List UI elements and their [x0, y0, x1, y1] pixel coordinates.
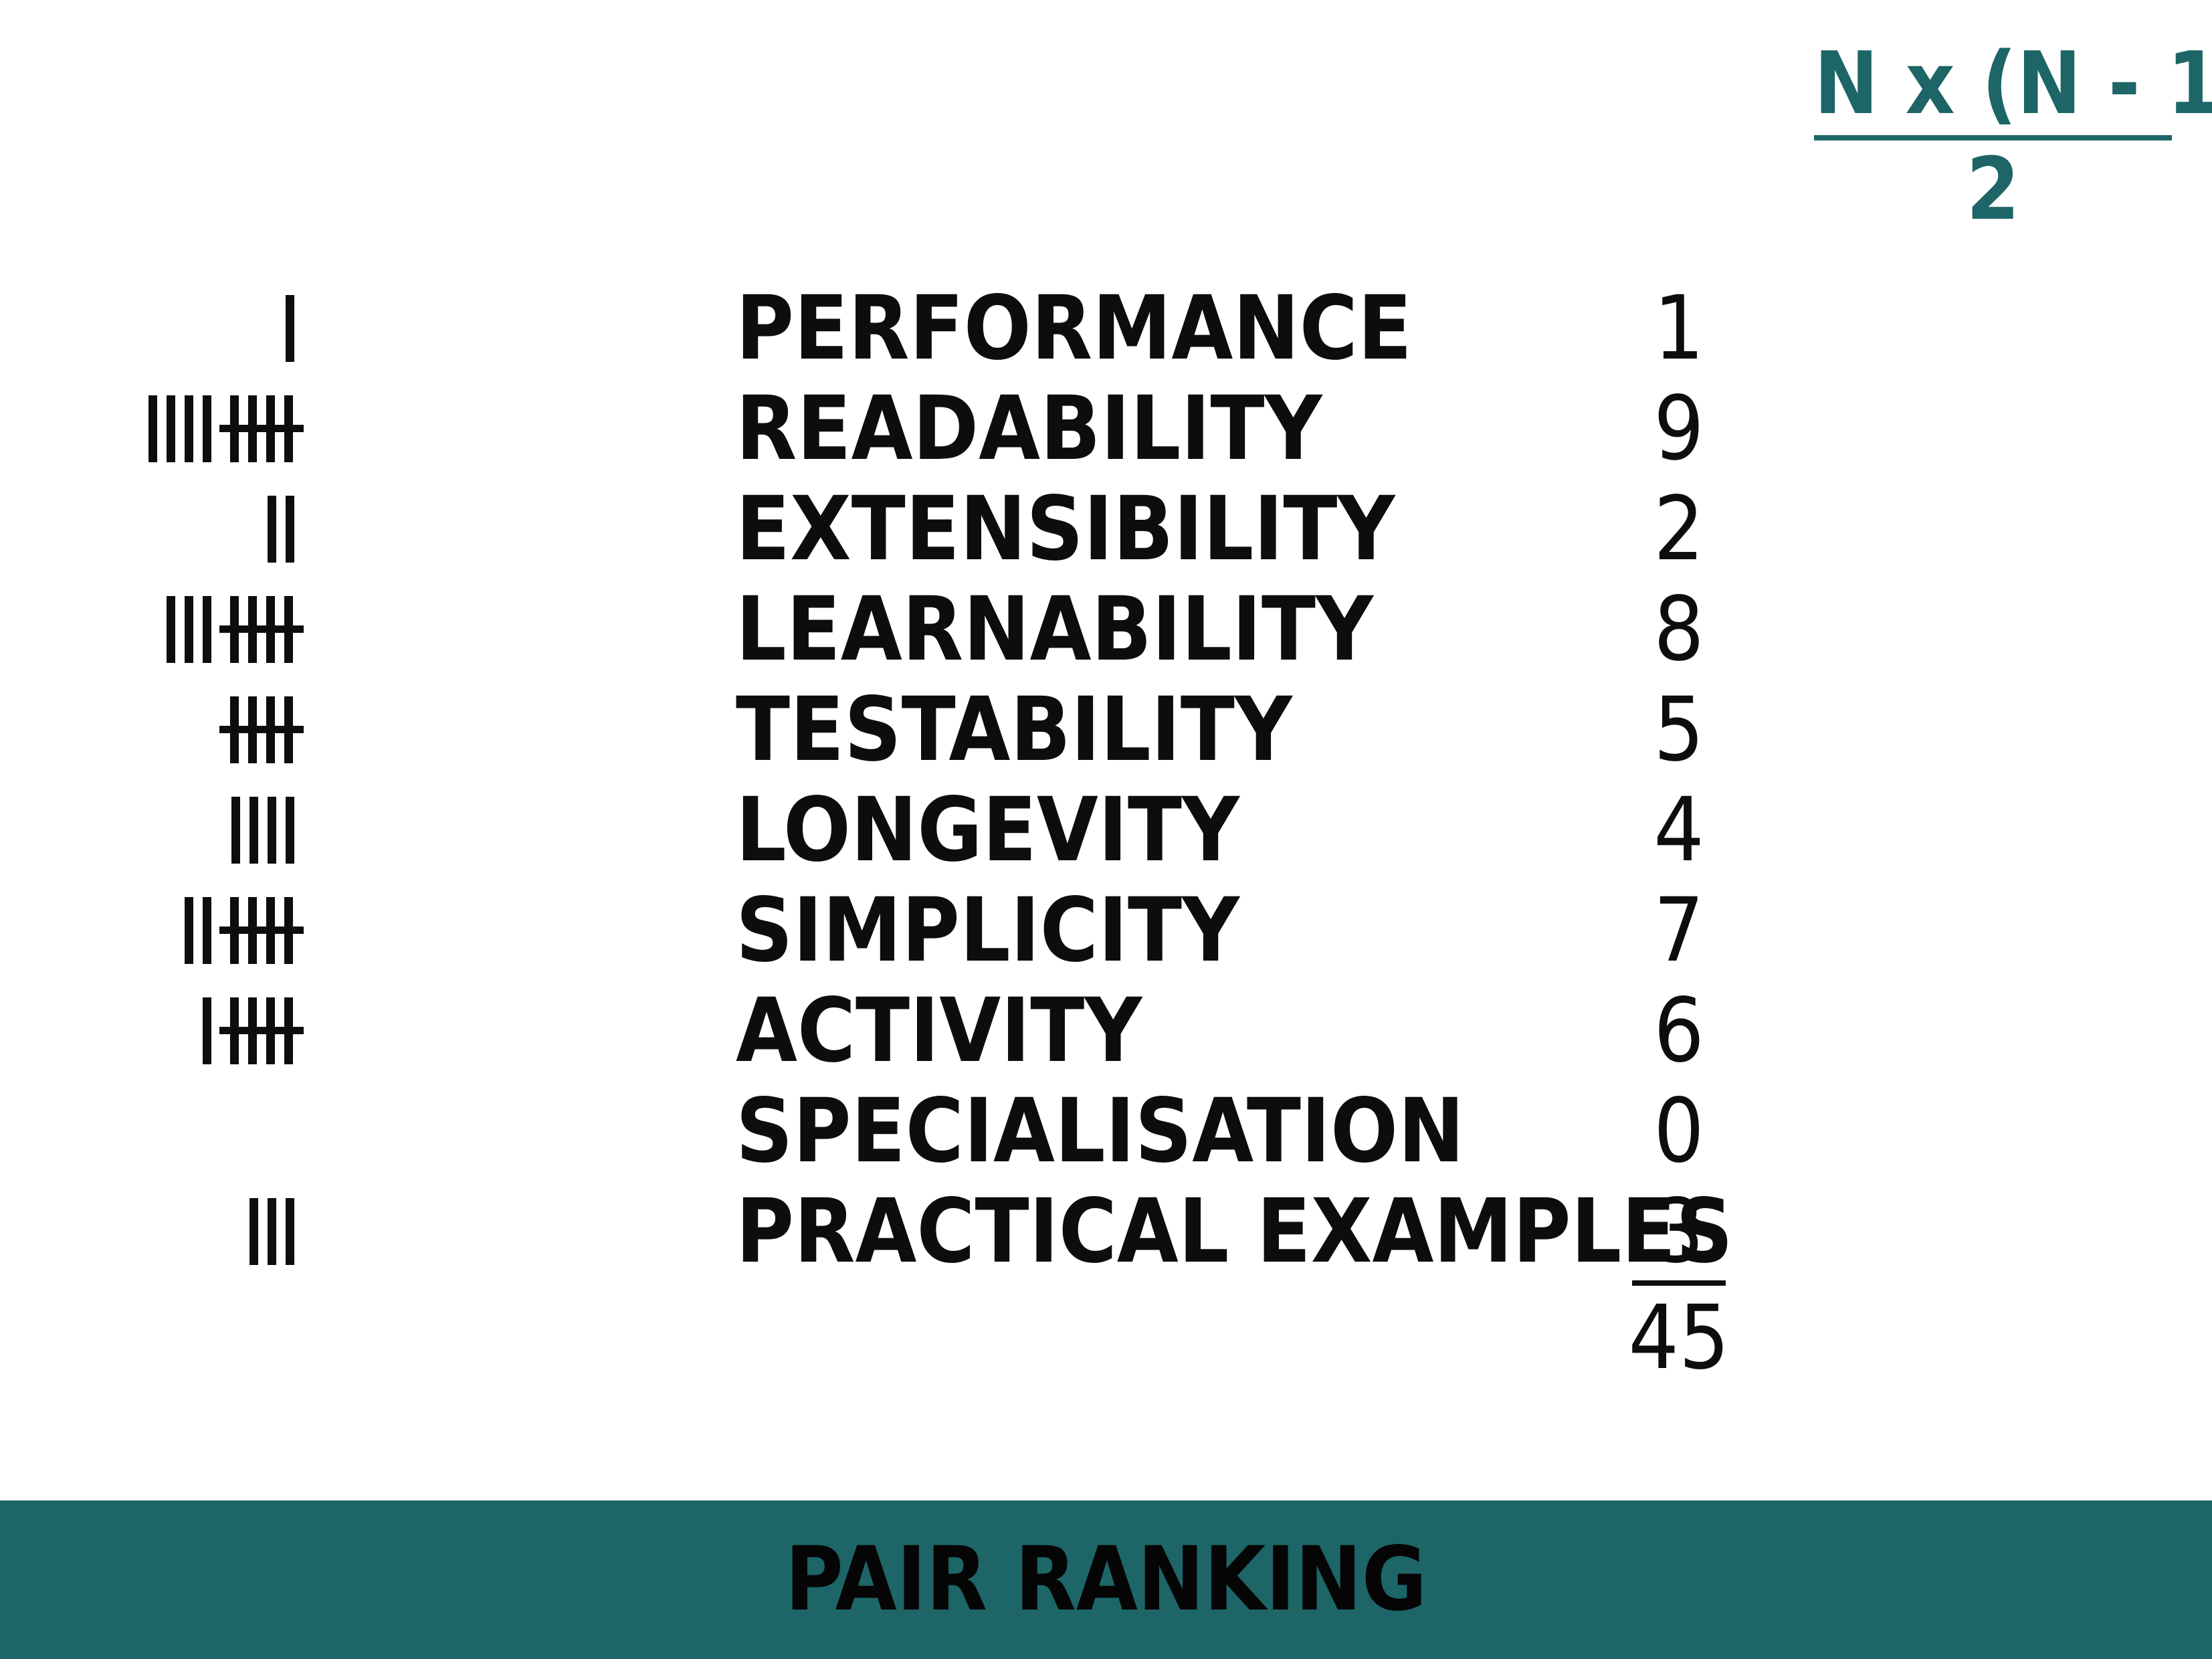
- criterion-score: 4: [1653, 779, 1704, 882]
- tally-marks: [268, 479, 294, 579]
- tally-marks: [286, 278, 294, 379]
- tally-stroke: [185, 596, 193, 663]
- tally-group-five: [219, 996, 304, 1066]
- tally-stroke: [286, 797, 294, 864]
- criterion-label: READABILITY: [736, 377, 1322, 480]
- tally-cross-stroke: [219, 425, 304, 432]
- criterion-row: SIMPLICITY 7: [0, 880, 1806, 981]
- criterion-score: 0: [1653, 1080, 1704, 1183]
- tally-stroke: [203, 997, 211, 1064]
- criterion-score: 2: [1653, 478, 1704, 581]
- tally-group: [167, 595, 211, 664]
- footer-title: PAIR RANKING: [785, 1528, 1427, 1631]
- tally-cross-stroke: [219, 1027, 304, 1034]
- criterion-score: 5: [1653, 678, 1704, 781]
- criterion-score: 7: [1653, 879, 1704, 982]
- tally-group: [148, 394, 211, 464]
- criterion-label: TESTABILITY: [736, 678, 1292, 781]
- tally-group: [231, 795, 294, 865]
- tally-group-five: [219, 394, 304, 464]
- criterion-score: 9: [1653, 377, 1704, 480]
- criterion-row: EXTENSIBILITY 2: [0, 479, 1806, 579]
- criteria-list: PERFORMANCE 1 READABILITY 9 EXTENSIBILITY 2 LE…: [0, 278, 1806, 1282]
- criterion-row: READABILITY 9: [0, 379, 1806, 479]
- criterion-score: 1: [1653, 277, 1704, 380]
- tally-stroke: [268, 1198, 276, 1265]
- tally-stroke: [167, 395, 175, 462]
- tally-marks: [167, 579, 304, 680]
- tally-group: [249, 1197, 294, 1266]
- tally-marks: [249, 1181, 294, 1282]
- criterion-label: PRACTICAL EXAMPLES: [736, 1180, 1733, 1283]
- formula-denominator: 2: [1966, 140, 2020, 239]
- tally-stroke: [185, 897, 193, 964]
- formula-fraction-bar: [1814, 135, 2172, 140]
- tally-stroke: [231, 797, 240, 864]
- tally-group: [268, 494, 294, 564]
- criterion-label: LONGEVITY: [736, 779, 1239, 882]
- criterion-label: EXTENSIBILITY: [736, 478, 1395, 581]
- tally-stroke: [167, 596, 175, 663]
- tally-stroke: [203, 897, 211, 964]
- criterion-row: LONGEVITY 4: [0, 780, 1806, 880]
- tally-cross-stroke: [219, 625, 304, 633]
- tally-group-five: [219, 595, 304, 664]
- tally-marks: [203, 981, 304, 1081]
- tally-stroke: [286, 1198, 294, 1265]
- tally-stroke: [185, 395, 193, 462]
- formula-numerator: N x (N - 1): [1814, 34, 2212, 134]
- tally-marks: [231, 780, 294, 880]
- criterion-label: LEARNABILITY: [736, 578, 1373, 681]
- criterion-row: PERFORMANCE 1: [0, 278, 1806, 379]
- total-score: 45: [1628, 1286, 1730, 1389]
- tally-stroke: [203, 596, 211, 663]
- criterion-label: ACTIVITY: [736, 979, 1142, 1082]
- tally-cross-stroke: [219, 926, 304, 934]
- tally-stroke: [148, 395, 157, 462]
- tally-stroke: [249, 797, 258, 864]
- tally-stroke: [286, 496, 294, 563]
- criterion-score: 3: [1653, 1180, 1704, 1283]
- criterion-label: SPECIALISATION: [736, 1080, 1465, 1183]
- footer-banner: [0, 1500, 2212, 1659]
- criterion-row: LEARNABILITY 8: [0, 579, 1806, 680]
- tally-marks: [185, 880, 304, 981]
- tally-group-five: [219, 695, 304, 765]
- tally-stroke: [268, 797, 276, 864]
- criterion-row: ACTIVITY 6: [0, 981, 1806, 1081]
- tally-stroke: [268, 496, 276, 563]
- tally-cross-stroke: [219, 726, 304, 733]
- tally-stroke: [286, 295, 294, 362]
- formula: N x (N - 1) 2: [1814, 34, 2212, 239]
- criterion-label: PERFORMANCE: [736, 277, 1412, 380]
- criterion-row: TESTABILITY 5: [0, 680, 1806, 780]
- criterion-score: 8: [1653, 578, 1704, 681]
- tally-group-five: [219, 896, 304, 965]
- tally-marks: [148, 379, 304, 479]
- tally-group: [203, 996, 211, 1066]
- total-underline: [1632, 1280, 1726, 1286]
- criterion-row: SPECIALISATION 0: [0, 1081, 1806, 1181]
- tally-stroke: [249, 1198, 258, 1265]
- criterion-label: SIMPLICITY: [736, 879, 1240, 982]
- tally-stroke: [203, 395, 211, 462]
- tally-marks: [219, 680, 304, 780]
- tally-group: [185, 896, 211, 965]
- criterion-row: PRACTICAL EXAMPLES 3: [0, 1181, 1806, 1282]
- tally-group: [286, 294, 294, 363]
- criterion-score: 6: [1653, 979, 1704, 1082]
